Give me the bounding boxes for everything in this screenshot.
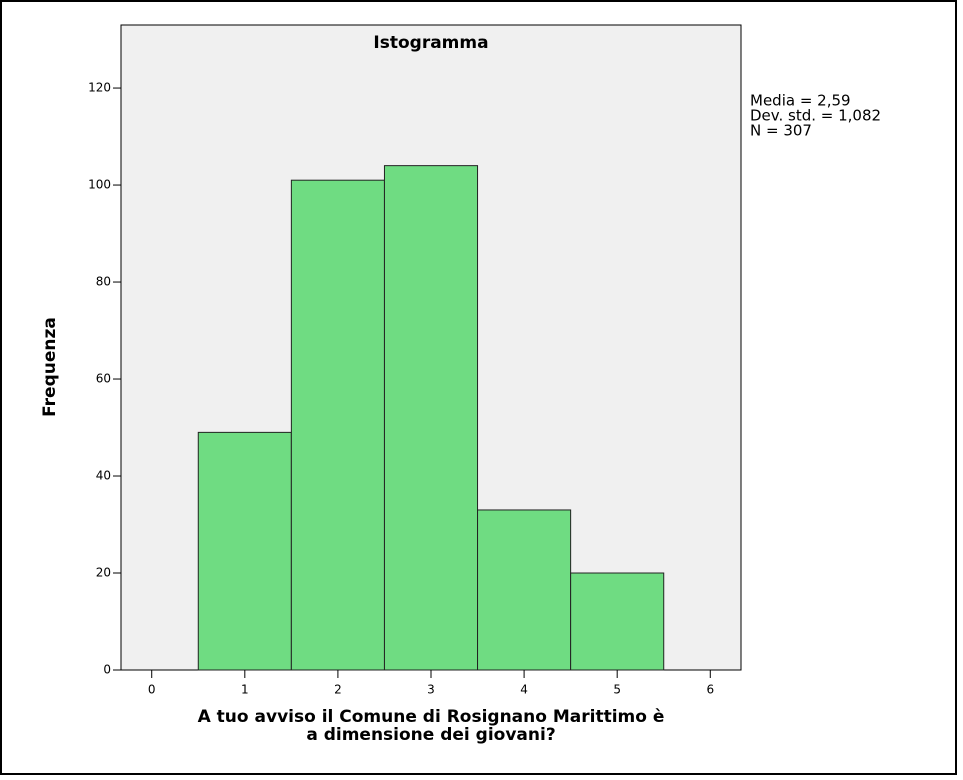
bar	[290, 179, 385, 671]
y-tick-label: 60	[96, 372, 111, 386]
bar	[570, 572, 665, 671]
bar	[477, 509, 572, 671]
y-tick-label: 100	[88, 178, 111, 192]
bar	[197, 431, 292, 671]
y-tick-label: 120	[88, 81, 111, 95]
x-tick-label: 3	[427, 683, 435, 697]
x-tick-label: 1	[241, 683, 249, 697]
x-tick-label: 6	[706, 683, 714, 697]
bar	[383, 165, 479, 671]
annotation: Dev. std. = 1,082	[750, 107, 881, 125]
y-tick-label: 80	[96, 275, 111, 289]
annotation: N = 307	[750, 122, 812, 140]
annotation: Media = 2,59	[750, 92, 851, 110]
chart-title: Istogramma	[373, 33, 488, 53]
x-tick-label: 5	[613, 683, 621, 697]
x-tick-label: 2	[334, 683, 342, 697]
y-tick-label: 40	[96, 469, 111, 483]
y-axis-label: Frequenza	[40, 317, 60, 417]
x-axis-label: A tuo avviso il Comune di Rosignano Mari…	[198, 707, 665, 727]
y-tick-label: 0	[103, 663, 111, 677]
x-tick-label: 0	[148, 683, 156, 697]
x-axis-label: a dimensione dei giovani?	[306, 725, 555, 745]
y-tick-label: 20	[96, 566, 111, 580]
x-tick-label: 4	[520, 683, 528, 697]
